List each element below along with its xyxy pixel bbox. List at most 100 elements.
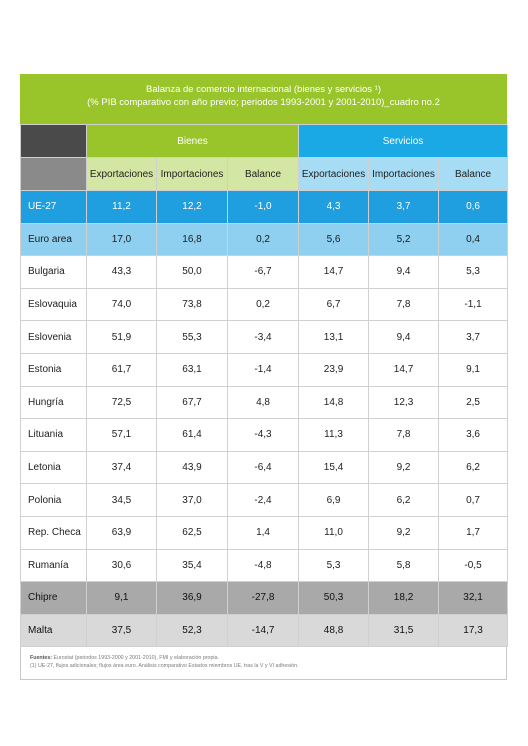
table-cell: 13,1 (298, 320, 370, 354)
table-cell: 11,2 (86, 190, 157, 224)
row-label: Chipre (20, 581, 87, 615)
table-cell: 50,0 (156, 255, 228, 289)
table-row: Malta 37,5 52,3 -14,7 48,8 31,5 17,3 (20, 613, 509, 648)
table-cell: 6,2 (368, 483, 440, 517)
row-label: Hungría (20, 385, 87, 420)
table-cell: -4,8 (226, 548, 300, 583)
table-cell: 2,5 (438, 385, 509, 420)
table-cell: 12,3 (368, 385, 440, 420)
row-label: Lituania (20, 418, 87, 452)
col-header-bienes-balance: Balance (226, 157, 300, 191)
header-corner (20, 124, 87, 158)
table-cell: 0,2 (226, 222, 300, 257)
table-cell: 7,8 (368, 418, 440, 452)
table-cell: 0,2 (226, 287, 300, 322)
col-header-servicios-importaciones: Importaciones (368, 157, 440, 191)
table-cell: 43,3 (86, 255, 157, 289)
table-cell: 63,9 (86, 515, 157, 550)
row-label: Bulgaria (20, 255, 87, 289)
footer-sources-label: Fuentes: (30, 655, 53, 661)
table-row: Hungría 72,5 67,7 4,8 14,8 12,3 2,5 (20, 385, 509, 420)
table-cell: -2,4 (226, 483, 300, 517)
table-row: Lituania 57,1 61,4 -4,3 11,3 7,8 3,6 (20, 418, 509, 452)
table-cell: 17,0 (86, 222, 157, 257)
table-row: Euro area 17,0 16,8 0,2 5,6 5,2 0,4 (20, 222, 509, 257)
table-cell: 50,3 (298, 581, 370, 615)
table-cell: 74,0 (86, 287, 157, 322)
table-cell: 23,9 (298, 352, 370, 387)
table-cell: -1,0 (226, 190, 300, 224)
table-cell: 4,8 (226, 385, 300, 420)
table-cell: 12,2 (156, 190, 228, 224)
table-cell: 5,8 (368, 548, 440, 583)
table-cell: -1,1 (438, 287, 509, 322)
table-row: Polonia 34,5 37,0 -2,4 6,9 6,2 0,7 (20, 483, 509, 517)
table-cell: 0,6 (438, 190, 509, 224)
table-cell: 5,2 (368, 222, 440, 257)
table-cell: 14,8 (298, 385, 370, 420)
table-row: Rep. Checa 63,9 62,5 1,4 11,0 9,2 1,7 (20, 515, 509, 550)
col-header-bienes-importaciones: Importaciones (156, 157, 228, 191)
table-cell: 18,2 (368, 581, 440, 615)
table-cell: 11,3 (298, 418, 370, 452)
table-cell: 37,5 (86, 613, 157, 648)
table-cell: 11,0 (298, 515, 370, 550)
table-cell: 5,6 (298, 222, 370, 257)
table-cell: 9,1 (86, 581, 157, 615)
table-cell: 61,4 (156, 418, 228, 452)
table-cell: 43,9 (156, 450, 228, 485)
table-row: Eslovaquia 74,0 73,8 0,2 6,7 7,8 -1,1 (20, 287, 509, 322)
table-cell: 48,8 (298, 613, 370, 648)
table-cell: 3,7 (368, 190, 440, 224)
table-cell: 5,3 (298, 548, 370, 583)
table-cell: -14,7 (226, 613, 300, 648)
table-cell: 30,6 (86, 548, 157, 583)
group-header-servicios: Servicios (298, 124, 509, 158)
table-cell: 9,4 (368, 255, 440, 289)
table-cell: 34,5 (86, 483, 157, 517)
table-cell: -6,7 (226, 255, 300, 289)
table-row: Letonia 37,4 43,9 -6,4 15,4 9,2 6,2 (20, 450, 509, 485)
table-cell: 17,3 (438, 613, 509, 648)
table-cell: 3,7 (438, 320, 509, 354)
table-cell: 6,2 (438, 450, 509, 485)
table-cell: 31,5 (368, 613, 440, 648)
table-cell: -4,3 (226, 418, 300, 452)
table-cell: -1,4 (226, 352, 300, 387)
col-header-bienes-exportaciones: Exportaciones (86, 157, 157, 191)
table-cell: 9,1 (438, 352, 509, 387)
table-cell: 16,8 (156, 222, 228, 257)
title-line-2: (% PIB comparativo con año previo; perio… (87, 97, 440, 108)
table-cell: 0,4 (438, 222, 509, 257)
row-label: Estonia (20, 352, 87, 387)
table-cell: 5,3 (438, 255, 509, 289)
table-cell: 55,3 (156, 320, 228, 354)
col-header-servicios-exportaciones: Exportaciones (298, 157, 370, 191)
table-cell: 57,1 (86, 418, 157, 452)
table-cell: 6,7 (298, 287, 370, 322)
table-cell: -6,4 (226, 450, 300, 485)
table-cell: 14,7 (298, 255, 370, 289)
table-row: Bulgaria 43,3 50,0 -6,7 14,7 9,4 5,3 (20, 255, 509, 289)
col-header-servicios-balance: Balance (438, 157, 509, 191)
row-label: UE-27 (20, 190, 87, 224)
table-cell: 3,6 (438, 418, 509, 452)
table-cell: 1,7 (438, 515, 509, 550)
table-cell: 0,7 (438, 483, 509, 517)
trade-balance-table: Bienes Servicios Exportaciones Importaci… (20, 124, 509, 648)
table-title: Balanza de comercio internacional (biene… (20, 74, 507, 124)
row-label: Rumanía (20, 548, 87, 583)
row-label: Eslovaquia (20, 287, 87, 322)
row-label: Malta (20, 613, 87, 648)
table-cell: 72,5 (86, 385, 157, 420)
subheader-corner (20, 157, 87, 191)
group-header-bienes: Bienes (85, 124, 300, 158)
table-cell: 63,1 (156, 352, 228, 387)
table-cell: 35,4 (156, 548, 228, 583)
footer-notes: Fuentes: Eurostat (periodos 1993-2000 y … (30, 655, 500, 670)
title-line-1: Balanza de comercio internacional (biene… (146, 84, 381, 95)
footer-sources-text: Eurostat (periodos 1993-2000 y 2001-2010… (52, 655, 220, 661)
table-cell: 7,8 (368, 287, 440, 322)
table-cell: 9,4 (368, 320, 440, 354)
table-row: Eslovenia 51,9 55,3 -3,4 13,1 9,4 3,7 (20, 320, 509, 354)
